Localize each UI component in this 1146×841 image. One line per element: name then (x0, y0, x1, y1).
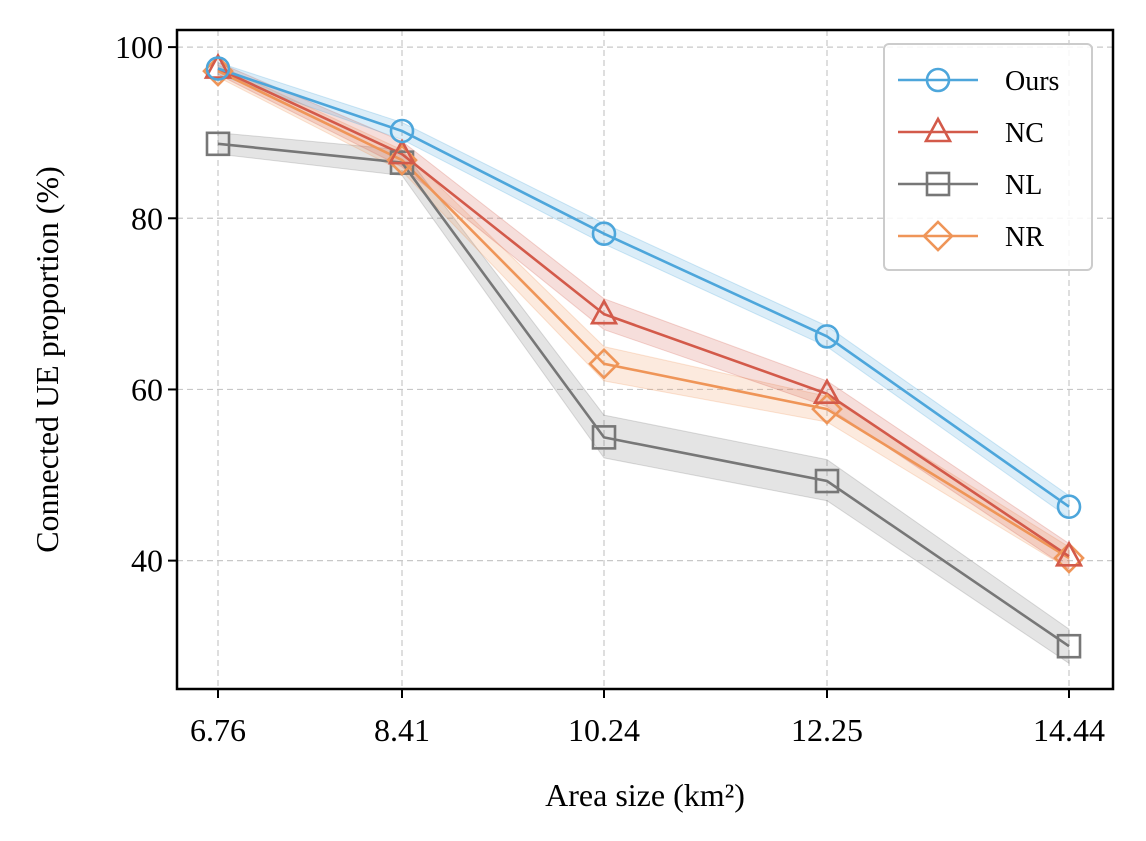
x-axis: 6.76 8.41 10.24 12.25 14.44 (190, 689, 1105, 748)
point-nr (1053, 542, 1085, 574)
y-tick-label: 100 (115, 29, 163, 65)
band-nl (217, 132, 1070, 665)
point-nr (588, 347, 620, 380)
point-nr (202, 55, 234, 87)
x-axis-label: Area size (km²) (545, 777, 745, 813)
legend: Ours NC NL NR (883, 43, 1093, 271)
point-nr (386, 144, 418, 176)
point-ours (591, 221, 617, 246)
legend-marker-nc (923, 116, 953, 143)
plot-frame (175, 28, 1115, 691)
series-markers (202, 52, 1085, 659)
x-tick-label: 10.24 (568, 712, 640, 748)
series-lines (217, 67, 1070, 648)
band-nr (217, 64, 1070, 571)
line-nr (217, 69, 1070, 560)
point-nl (205, 131, 231, 157)
legend-box (883, 43, 1093, 271)
point-nc (1054, 540, 1084, 567)
x-tick-label: 12.25 (791, 712, 863, 748)
point-nc (812, 378, 842, 405)
line-nl (217, 142, 1070, 648)
x-tick-label: 8.41 (374, 712, 430, 748)
x-tick-label: 14.44 (1033, 712, 1105, 748)
legend-label-nc: NC (1005, 118, 1044, 149)
point-nl (591, 425, 617, 450)
point-nl (1056, 633, 1082, 659)
legend-label-nl: NL (1005, 170, 1042, 201)
point-nr (811, 393, 843, 425)
point-ours (814, 324, 840, 349)
y-tick-label: 40 (131, 543, 163, 579)
legend-label-ours: Ours (1005, 66, 1059, 97)
legend-marker-nl (925, 171, 951, 197)
point-ours (205, 56, 231, 81)
point-nl (814, 468, 840, 494)
y-tick-label: 80 (131, 200, 163, 236)
point-nc (387, 138, 417, 165)
y-axis-label: Connected UE proportion (%) (29, 166, 65, 553)
point-ours (1056, 494, 1082, 520)
line-nc (217, 67, 1070, 558)
x-tick-label: 6.76 (190, 712, 246, 748)
line-ours (217, 67, 1070, 508)
y-axis: 40 60 80 100 (115, 29, 177, 579)
point-nc (589, 298, 619, 325)
point-nc (203, 52, 233, 79)
point-ours (389, 118, 415, 144)
legend-label-nr: NR (1005, 222, 1044, 253)
legend-marker-ours (925, 67, 951, 93)
legend-marker-nr (922, 220, 954, 252)
y-tick-label: 60 (131, 371, 163, 407)
